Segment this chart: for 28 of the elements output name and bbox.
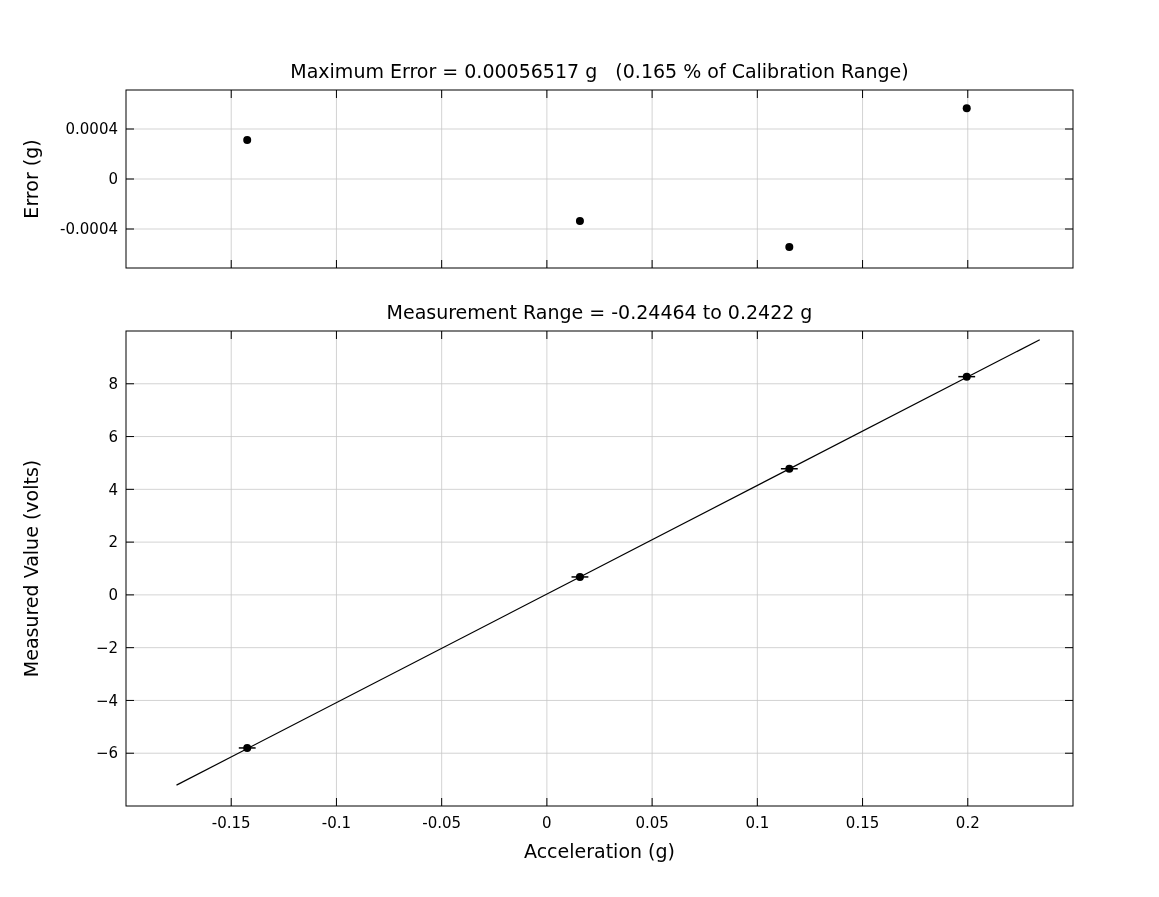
point [575,217,584,225]
y-tick-label: 0 [108,170,118,189]
y-axis-title: Measured Value (volts) [20,459,42,678]
y-tick-label: −2 [95,638,118,657]
y-axis-title: Error (g) [20,139,42,219]
y-tick-label: −6 [95,744,118,763]
x-tick-label: 0 [542,814,552,832]
y-tick-label: 2 [108,533,118,552]
chart-title: Maximum Error = 0.00056517 g (0.165 % of Calibration Range) [290,60,909,82]
x-axis-title: Acceleration (g) [524,840,675,862]
point [962,104,971,113]
y-tick-label: 0 [108,586,118,605]
x-tick-label: 0.1 [745,814,770,832]
x-tick-label: 0.15 [845,814,880,832]
y-tick-label: 0.0004 [65,120,118,139]
chart-title: Measurement Range = -0.24464 to 0.2422 g [386,301,813,323]
y-tick-label: −4 [95,691,118,710]
y-tick-label: 8 [108,375,118,394]
y-tick-label: -0.0004 [60,220,118,239]
x-tick-label: 0.2 [955,814,980,832]
y-tick-label: 4 [108,480,118,499]
y-tick-label: 6 [108,427,118,446]
x-tick-label: -0.05 [422,814,462,832]
point [785,243,794,251]
x-tick-label: -0.15 [211,814,251,832]
x-tick-label: -0.1 [321,814,352,832]
x-tick-label: 0.05 [635,814,669,832]
point [243,136,252,144]
